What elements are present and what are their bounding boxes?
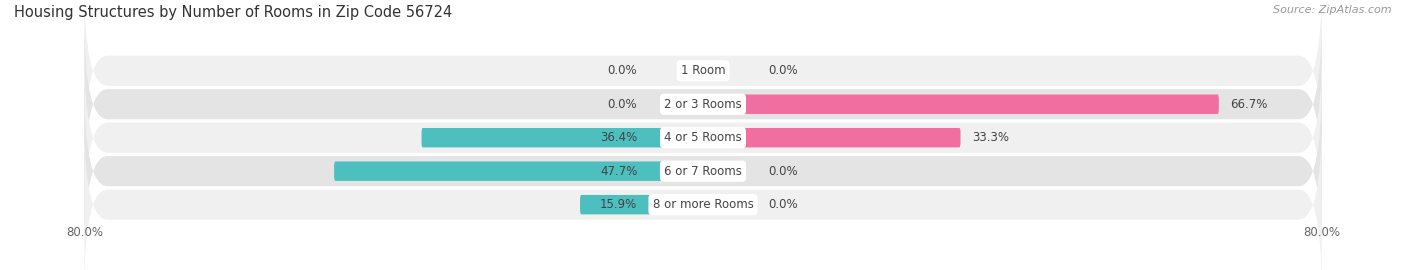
FancyBboxPatch shape [703,195,723,214]
FancyBboxPatch shape [84,19,1322,190]
FancyBboxPatch shape [335,161,703,181]
FancyBboxPatch shape [84,86,1322,256]
Text: 33.3%: 33.3% [972,131,1010,144]
FancyBboxPatch shape [84,119,1322,270]
FancyBboxPatch shape [683,61,703,80]
Text: 1 Room: 1 Room [681,64,725,77]
FancyBboxPatch shape [84,0,1322,156]
FancyBboxPatch shape [84,52,1322,223]
Text: 0.0%: 0.0% [607,98,637,111]
Text: 2 or 3 Rooms: 2 or 3 Rooms [664,98,742,111]
Text: 0.0%: 0.0% [769,165,799,178]
FancyBboxPatch shape [422,128,703,147]
Text: 15.9%: 15.9% [600,198,637,211]
FancyBboxPatch shape [703,94,1219,114]
Text: 6 or 7 Rooms: 6 or 7 Rooms [664,165,742,178]
Text: 8 or more Rooms: 8 or more Rooms [652,198,754,211]
Text: Source: ZipAtlas.com: Source: ZipAtlas.com [1274,5,1392,15]
Text: 0.0%: 0.0% [607,64,637,77]
FancyBboxPatch shape [703,128,960,147]
Text: 36.4%: 36.4% [600,131,637,144]
FancyBboxPatch shape [703,61,723,80]
FancyBboxPatch shape [683,94,703,114]
Text: 47.7%: 47.7% [600,165,637,178]
Text: Housing Structures by Number of Rooms in Zip Code 56724: Housing Structures by Number of Rooms in… [14,5,453,21]
FancyBboxPatch shape [703,161,723,181]
Text: 0.0%: 0.0% [769,198,799,211]
FancyBboxPatch shape [581,195,703,214]
Text: 66.7%: 66.7% [1230,98,1268,111]
Text: 0.0%: 0.0% [769,64,799,77]
Text: 4 or 5 Rooms: 4 or 5 Rooms [664,131,742,144]
